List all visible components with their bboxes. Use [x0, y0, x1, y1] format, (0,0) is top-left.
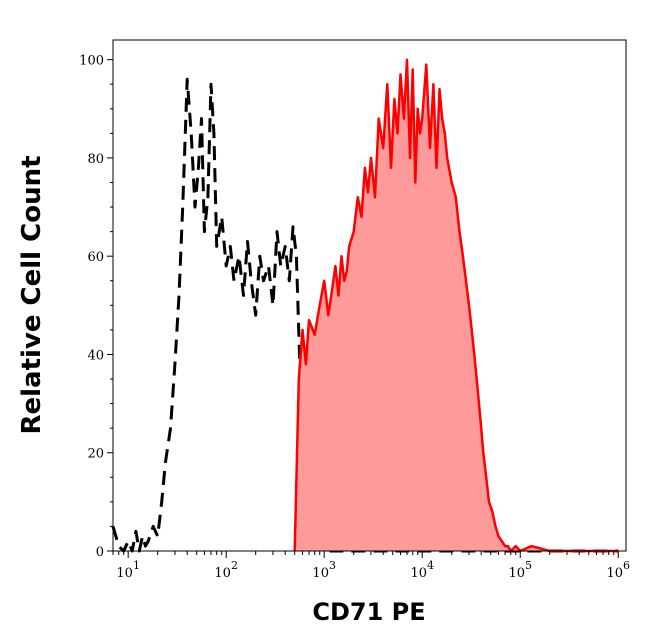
- series-1-line: [111, 77, 619, 553]
- x-tick-label: 106: [606, 559, 630, 581]
- series-2-area: [294, 59, 619, 551]
- plot-frame: [112, 39, 627, 552]
- series-2-line: [293, 58, 619, 553]
- y-tick-label: 20: [87, 447, 104, 462]
- y-tick-label: 100: [79, 54, 104, 69]
- x-axis-title: CD71 PE: [312, 598, 425, 626]
- x-tick-label: 102: [214, 559, 238, 581]
- x-tick-label: 103: [312, 559, 336, 581]
- x-tick-label: 101: [116, 559, 140, 581]
- x-tick-label: 104: [410, 559, 434, 581]
- y-tick-label: 60: [87, 250, 104, 265]
- axes-layer: 0 20 40 60 80 100 101 102 103 104 105 106: [79, 54, 630, 581]
- plot-layer: [111, 58, 619, 553]
- x-tick-label: 105: [508, 559, 532, 581]
- y-axis-title: Relative Cell Count: [17, 155, 47, 434]
- y-tick-label: 0: [96, 545, 104, 560]
- y-tick-label: 80: [87, 152, 104, 167]
- y-tick-label: 40: [87, 348, 104, 363]
